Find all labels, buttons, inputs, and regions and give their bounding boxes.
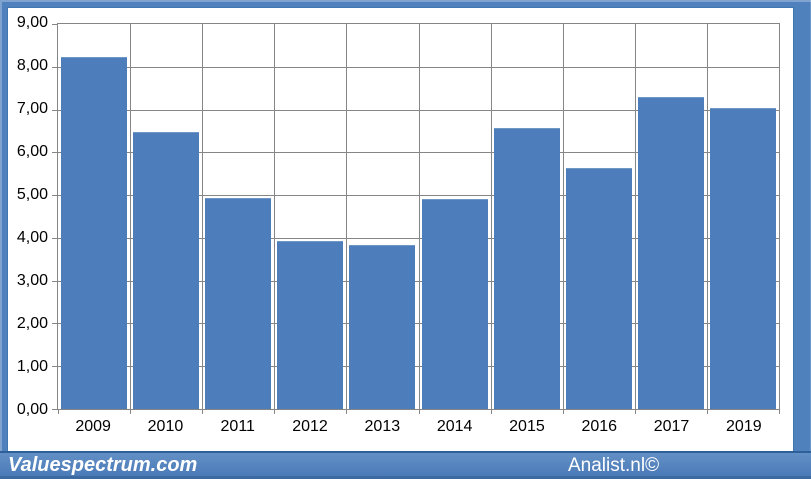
bar-2012 [277, 241, 344, 409]
x-axis-label: 2019 [726, 418, 762, 435]
x-axis-label: 2014 [436, 418, 473, 435]
chart-canvas: 0,00 1,00 2,00 3,00 4,00 5,00 6,00 7,00 8,00 9,00… [8, 8, 793, 451]
y-tick [52, 323, 57, 325]
bar-2010 [133, 132, 200, 409]
x-tick [346, 409, 348, 414]
y-axis-label: 8,00 [16, 57, 48, 74]
y-axis-label: 2,00 [16, 315, 48, 332]
vertical-gridline [346, 24, 348, 409]
valuespectrum-watermark: Valuespectrum.com [8, 454, 198, 476]
x-axis-label: 2009 [75, 418, 111, 435]
bar-2019 [709, 107, 776, 409]
vertical-gridline [130, 24, 132, 409]
y-axis-label: 1,00 [16, 358, 48, 375]
y-axis-label: 4,00 [16, 229, 48, 246]
y-tick [52, 195, 57, 197]
y-tick [52, 24, 57, 25]
x-tick [58, 409, 59, 414]
analist-watermark: Analist.nl© [568, 455, 660, 476]
x-axis-label: 2017 [653, 418, 690, 435]
x-tick [634, 409, 636, 414]
y-tick [52, 66, 57, 68]
vertical-gridline [562, 24, 564, 409]
vertical-gridline [706, 24, 708, 409]
x-tick [779, 409, 780, 414]
y-tick [52, 152, 57, 154]
bar-2009 [61, 57, 128, 409]
y-axis-label: 3,00 [16, 272, 48, 289]
vertical-gridline [418, 24, 420, 409]
y-tick [52, 409, 57, 410]
bar-2011 [205, 198, 272, 409]
bar-2017 [637, 96, 704, 409]
bar-2016 [565, 168, 632, 409]
x-axis: 2009 2010 2011 2012 2013 2014 2015 2016 2017 2019 [57, 417, 780, 439]
bar-2015 [493, 127, 560, 409]
x-tick [202, 409, 204, 414]
y-axis-label: 5,00 [16, 186, 48, 203]
x-tick [418, 409, 420, 414]
vertical-gridline [202, 24, 204, 409]
y-axis-label: 0,00 [16, 401, 48, 418]
y-tick [52, 109, 57, 111]
vertical-gridline [274, 24, 276, 409]
x-tick [490, 409, 492, 414]
x-axis-label: 2016 [581, 418, 618, 435]
x-axis-label: 2011 [220, 418, 255, 435]
y-axis-label: 6,00 [16, 143, 48, 160]
y-axis-label: 7,00 [16, 100, 48, 117]
y-tick [52, 366, 57, 368]
y-tick [52, 280, 57, 282]
footer-bar: Valuespectrum.com Analist.nl© [0, 451, 811, 479]
x-tick [562, 409, 564, 414]
plot-area [52, 23, 780, 414]
x-axis-label: 2010 [147, 418, 184, 435]
y-axis: 0,00 1,00 2,00 3,00 4,00 5,00 6,00 7,00 8,00 9,00 [8, 8, 53, 451]
y-axis-label: 9,00 [16, 14, 48, 31]
x-tick [130, 409, 132, 414]
x-tick [274, 409, 276, 414]
bar-2014 [421, 199, 488, 409]
x-axis-label: 2013 [364, 418, 401, 435]
x-axis-label: 2012 [292, 418, 328, 435]
x-axis-label: 2015 [509, 418, 545, 435]
bar-2013 [349, 245, 416, 409]
vertical-gridline [634, 24, 636, 409]
vertical-gridline [490, 24, 492, 409]
x-tick [706, 409, 708, 414]
y-tick [52, 237, 57, 239]
